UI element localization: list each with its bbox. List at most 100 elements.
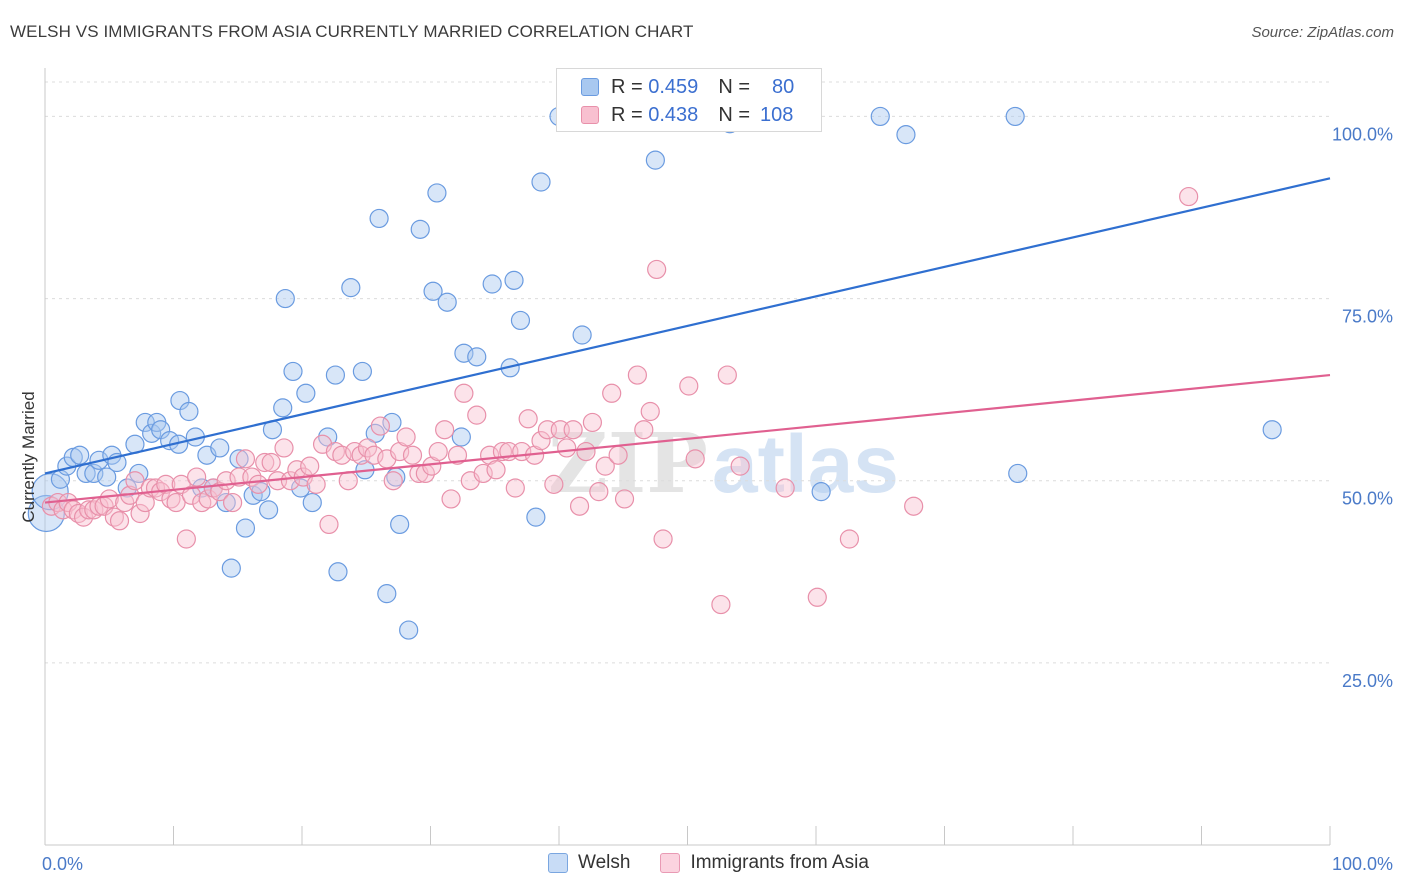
welsh-point	[437, 292, 457, 312]
asia-point	[904, 496, 924, 516]
welsh-point	[275, 288, 295, 309]
asia-point	[473, 463, 493, 484]
asia-point	[345, 441, 365, 462]
asia-point	[68, 503, 89, 524]
welsh-point	[482, 274, 502, 294]
welsh-point	[1262, 420, 1282, 440]
asia-point	[518, 409, 538, 429]
asia-point	[807, 587, 827, 607]
asia-point	[210, 482, 230, 502]
asia-point	[156, 474, 176, 494]
r-value: 0.459	[648, 75, 699, 98]
asia-point	[130, 503, 150, 524]
asia-point	[109, 511, 130, 531]
asia-point	[467, 405, 487, 425]
asia-point	[447, 445, 468, 465]
asia-point	[306, 474, 326, 494]
asia-point	[319, 514, 339, 535]
welsh-point	[302, 492, 322, 513]
asia-point	[1179, 186, 1199, 207]
asia-point	[614, 489, 635, 509]
asia-point	[441, 489, 461, 509]
asia-point	[634, 420, 654, 440]
welsh-point	[352, 361, 372, 382]
y-tick-label: 50.0%	[1342, 489, 1393, 509]
asia-point	[84, 500, 104, 520]
welsh-point	[454, 343, 474, 363]
y-axis-tick-labels: 25.0% 50.0% 75.0% 100.0%	[1332, 124, 1393, 690]
welsh-point	[117, 478, 137, 498]
asia-point	[99, 489, 119, 509]
welsh-point	[221, 558, 241, 578]
legend-row-asia: R = 0.438 N = 108	[581, 101, 793, 129]
asia-point	[325, 441, 346, 462]
r-value: 0.438	[648, 103, 699, 126]
chart-title: WELSH VS IMMIGRANTS FROM ASIA CURRENTLY …	[10, 22, 694, 41]
asia-point	[679, 376, 699, 396]
welsh-point	[510, 310, 531, 331]
legend-row-welsh: R = 0.459 N = 80	[581, 73, 794, 101]
asia-point	[582, 412, 603, 433]
watermark-zip: ZIP	[548, 416, 708, 512]
asia-point	[104, 507, 124, 527]
asia-point	[775, 478, 795, 498]
source-label: Source: ZipAtlas.com	[1251, 24, 1394, 41]
welsh-point	[399, 620, 419, 640]
asia-point	[187, 467, 207, 487]
asia-point	[557, 438, 577, 458]
asia-point	[125, 471, 145, 491]
asia-point	[364, 445, 384, 465]
welsh-point	[526, 507, 546, 527]
x-tick-label-min: 0.0%	[42, 854, 83, 874]
welsh-trend-line	[44, 177, 1331, 475]
asia-point	[627, 365, 647, 385]
asia-point	[608, 445, 628, 465]
welsh-point	[1008, 463, 1028, 484]
asia-point	[274, 438, 294, 458]
legend-label-welsh: Welsh	[578, 852, 631, 873]
trend-lines	[44, 177, 1331, 504]
asia-point	[280, 471, 301, 491]
asia-point	[711, 594, 731, 615]
asia-point	[255, 452, 275, 473]
legend-item-asia[interactable]: Immigrants from Asia	[660, 852, 869, 874]
y-tick-label: 100.0%	[1332, 124, 1393, 144]
welsh-point	[377, 584, 397, 604]
asia-point	[357, 438, 378, 458]
asia-point	[647, 259, 667, 280]
welsh-point	[216, 492, 236, 513]
welsh-point	[369, 208, 389, 229]
legend-swatch-welsh	[548, 853, 568, 873]
asia-point	[839, 529, 860, 549]
welsh-point	[296, 383, 316, 403]
asia-point	[192, 492, 212, 513]
legend-swatch-asia	[581, 106, 599, 124]
n-value: 108	[760, 103, 794, 126]
welsh-point	[235, 518, 256, 538]
x-axis-ticks	[44, 826, 1331, 845]
legend-item-welsh[interactable]: Welsh	[548, 852, 630, 874]
asia-point	[531, 431, 551, 451]
welsh-point	[645, 150, 665, 170]
welsh-point	[467, 347, 487, 367]
asia-point	[505, 478, 525, 498]
asia-point	[402, 445, 423, 465]
welsh-point	[390, 514, 410, 535]
asia-point	[730, 456, 750, 476]
welsh-point	[273, 398, 293, 418]
welsh-point	[896, 125, 916, 145]
asia-point	[602, 383, 622, 403]
welsh-points	[27, 106, 1282, 640]
legend-label-asia: Immigrants from Asia	[690, 852, 869, 873]
asia-point	[287, 460, 307, 480]
y-axis-title: Currently Married	[19, 391, 38, 522]
asia-point	[261, 452, 281, 473]
asia-point	[563, 420, 583, 440]
asia-point	[717, 365, 737, 385]
x-tick-label-max: 100.0%	[1332, 854, 1393, 874]
welsh-point	[328, 562, 348, 582]
welsh-point	[382, 412, 402, 433]
welsh-point	[451, 427, 471, 447]
welsh-point	[251, 482, 271, 502]
